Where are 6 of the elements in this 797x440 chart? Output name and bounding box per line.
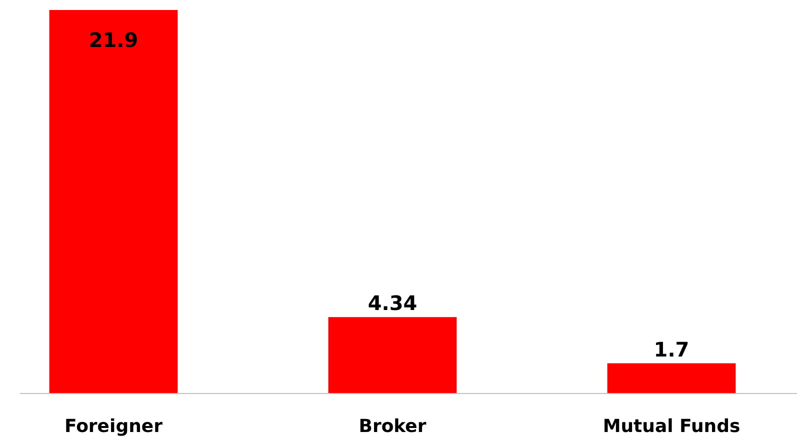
data-label: 1.7: [654, 337, 690, 362]
data-label: 4.34: [368, 291, 418, 316]
data-label: 21.9: [88, 28, 138, 52]
x-tick-label: Mutual Funds: [602, 416, 740, 437]
x-tick-label: Foreigner: [64, 416, 163, 437]
x-tick-label: Broker: [358, 416, 426, 437]
